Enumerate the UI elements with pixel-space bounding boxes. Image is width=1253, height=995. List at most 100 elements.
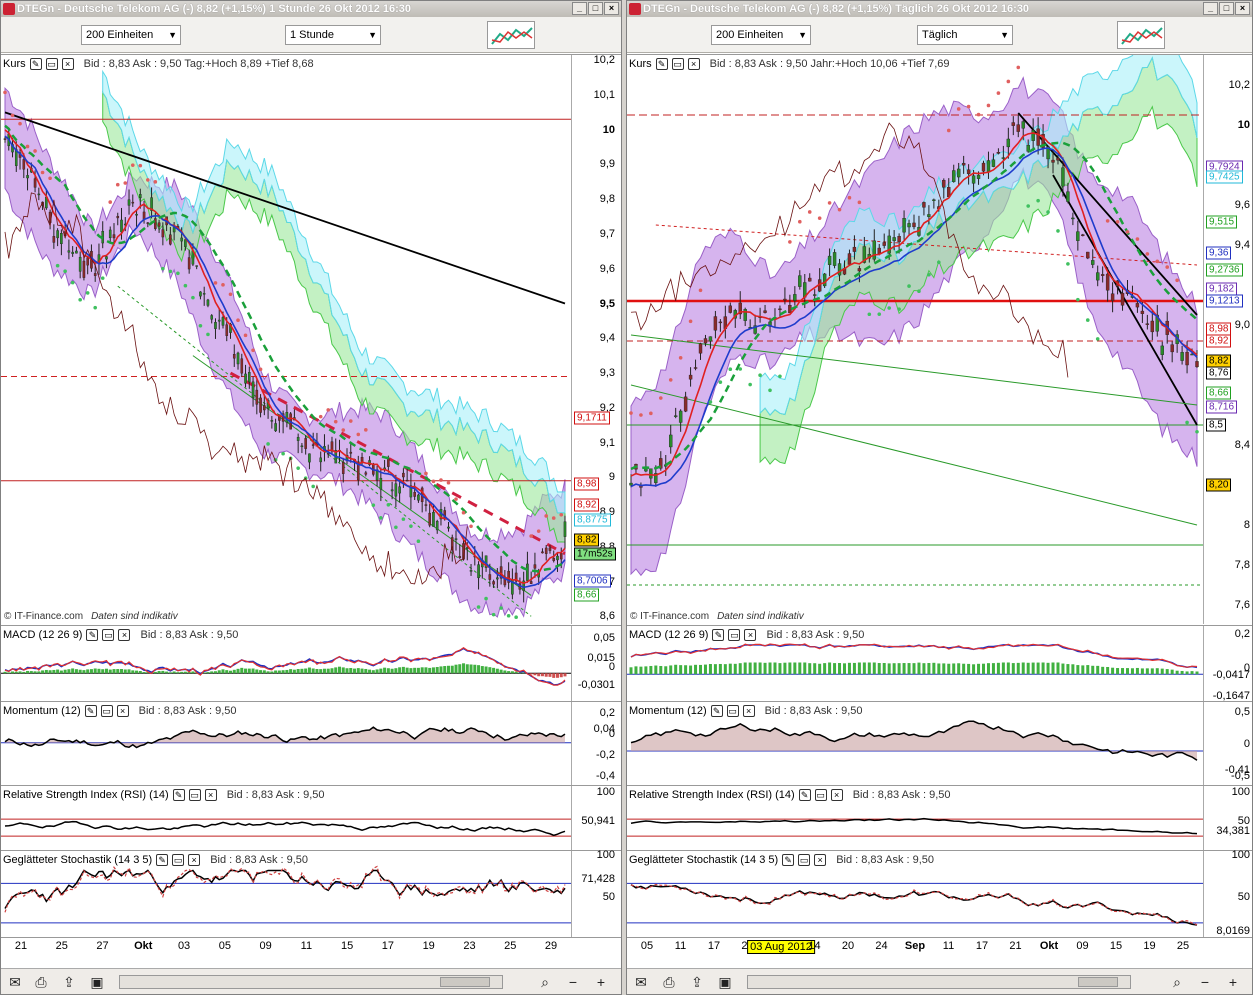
macd-histogram-bar [345,668,349,674]
candle-body [56,230,59,239]
wrench-icon[interactable]: ✎ [782,854,795,866]
export-icon[interactable]: ⇪ [691,974,703,990]
zoom-in-icon[interactable]: + [596,974,606,990]
macd-histogram-bar [977,663,981,675]
zoom-fit-icon[interactable]: ⌕ [1173,974,1181,990]
wrench-icon[interactable]: ✎ [86,629,99,641]
close-icon[interactable]: × [742,705,755,717]
mail-icon[interactable]: ✉ [9,974,21,990]
chart-style-button[interactable] [1117,21,1165,49]
close-icon[interactable]: × [188,854,201,866]
close-icon[interactable]: × [204,789,217,801]
candle-body [67,250,71,253]
wrench-icon[interactable]: ✎ [156,854,169,866]
chart-scrollbar[interactable] [747,975,1131,989]
units-select[interactable]: 200 Einheiten ▼ [711,25,811,45]
close-icon[interactable]: × [814,854,827,866]
close-icon[interactable]: × [744,629,757,641]
maximize-button[interactable]: □ [588,2,603,15]
wrench-icon[interactable]: ✎ [84,705,97,717]
window-icon[interactable]: ▭ [726,705,739,717]
print-icon[interactable]: ⎙ [663,974,675,990]
candle-body [428,512,431,526]
macd-histogram-bar [37,671,41,674]
wrench-icon[interactable]: ✎ [29,58,42,70]
close-icon[interactable]: × [118,629,131,641]
minimize-button[interactable]: _ [1203,2,1218,15]
rsi-plot[interactable] [627,786,1203,851]
scrollbar-thumb[interactable] [440,977,490,987]
momentum-plot[interactable] [1,702,571,786]
wrench-icon[interactable]: ✎ [798,789,811,801]
chart-scrollbar[interactable] [119,975,503,989]
wrench-icon[interactable]: ✎ [712,629,725,641]
parabolic-sar-dot [40,170,45,175]
date-tick-label: 15 [341,940,354,952]
window-icon[interactable]: ▭ [45,58,58,70]
stochastic-plot[interactable] [627,851,1203,938]
period-select[interactable]: Täglich ▼ [917,25,1013,45]
macd-histogram-bar [390,668,394,674]
window-icon[interactable]: ▭ [102,629,115,641]
scrollbar-thumb[interactable] [1078,977,1118,987]
momentum-plot[interactable] [627,702,1203,786]
window-icon[interactable]: ▭ [728,629,741,641]
stochastic-plot[interactable] [1,851,571,938]
window-icon[interactable]: ▭ [814,789,827,801]
zoom-out-icon[interactable]: − [568,974,578,990]
maximize-button[interactable]: □ [1219,2,1234,15]
window-icon[interactable]: ▭ [671,58,684,70]
minimize-button[interactable]: _ [572,2,587,15]
macd-histogram-bar [469,664,473,674]
macd-histogram-bar [788,662,792,675]
candle-body [195,265,198,267]
momentum-panel: Momentum (12) ✎ ▭ × Bid : 8,83 Ask : 9,50 0,… [627,701,1252,785]
parabolic-sar-dot [986,103,991,108]
price-plot[interactable] [627,55,1203,625]
date-axis: 21 25 27 Okt 03 05 09 11 15 17 19 23 25 29 [1,937,621,955]
close-icon[interactable]: × [61,58,74,70]
close-icon[interactable]: × [830,789,843,801]
window-icon[interactable]: ▭ [188,789,201,801]
zoom-out-icon[interactable]: − [1200,974,1210,990]
close-icon[interactable]: × [116,705,129,717]
macd-plot[interactable] [1,626,571,702]
export-icon[interactable]: ⇪ [63,974,75,990]
candle-body [341,461,345,474]
date-tick-label: 11 [300,940,313,952]
macd-histogram-bar [116,669,120,674]
chart-style-button[interactable] [487,21,535,49]
parabolic-sar-dot [817,216,822,220]
price-plot[interactable] [1,55,571,625]
date-tick-label: 21 [1009,940,1022,952]
close-button[interactable]: × [1235,2,1250,15]
mail-icon[interactable]: ✉ [635,974,647,990]
zoom-in-icon[interactable]: + [1228,974,1238,990]
macd-histogram-bar [684,665,688,675]
candle-body [1041,133,1045,148]
close-icon[interactable]: × [687,58,700,70]
date-tick-label: 05 [218,940,231,952]
wrench-icon[interactable]: ✎ [172,789,185,801]
macd-histogram-bar [1071,664,1075,675]
window-icon[interactable]: ▭ [172,854,185,866]
zoom-fit-icon[interactable]: ⌕ [541,974,549,990]
save-icon[interactable]: ▣ [90,974,104,990]
wrench-icon[interactable]: ✎ [710,705,723,717]
units-select[interactable]: 200 Einheiten ▼ [81,25,181,45]
period-select-value: 1 Stunde [290,29,335,41]
print-icon[interactable]: ⎙ [35,974,47,990]
period-select[interactable]: 1 Stunde ▼ [285,25,381,45]
macd-histogram-bar [852,662,856,675]
parabolic-sar-dot [996,91,1001,95]
save-icon[interactable]: ▣ [718,974,732,990]
rsi-plot[interactable] [1,786,571,851]
window-icon[interactable]: ▭ [798,854,811,866]
close-button[interactable]: × [604,2,619,15]
candle-body [387,458,390,467]
wrench-icon[interactable]: ✎ [655,58,668,70]
parabolic-sar-dot [221,283,225,287]
window-icon[interactable]: ▭ [100,705,113,717]
macd-plot[interactable] [627,626,1203,702]
trend-line [1052,174,1198,426]
